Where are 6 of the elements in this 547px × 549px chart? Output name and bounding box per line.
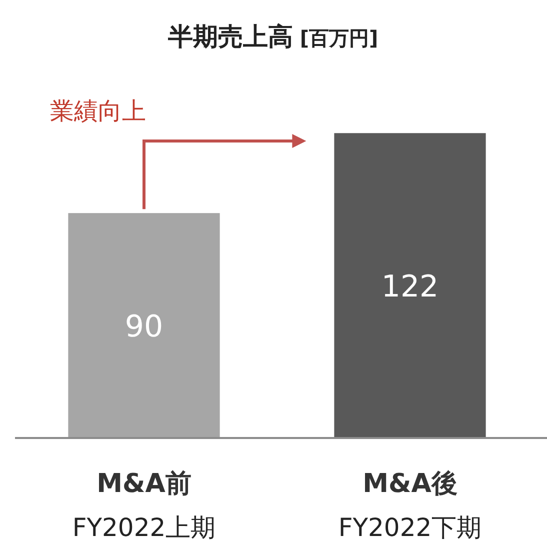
- data-label: 122: [381, 270, 439, 305]
- x-tick-label: M&A前 FY2022上期: [72, 469, 216, 542]
- text: 業績向上: [50, 97, 146, 125]
- x-tick-label: M&A後 FY2022下期: [338, 469, 482, 542]
- chart-title: 半期売上高 [百万円]: [166, 22, 378, 51]
- data-label: 90: [124, 310, 164, 345]
